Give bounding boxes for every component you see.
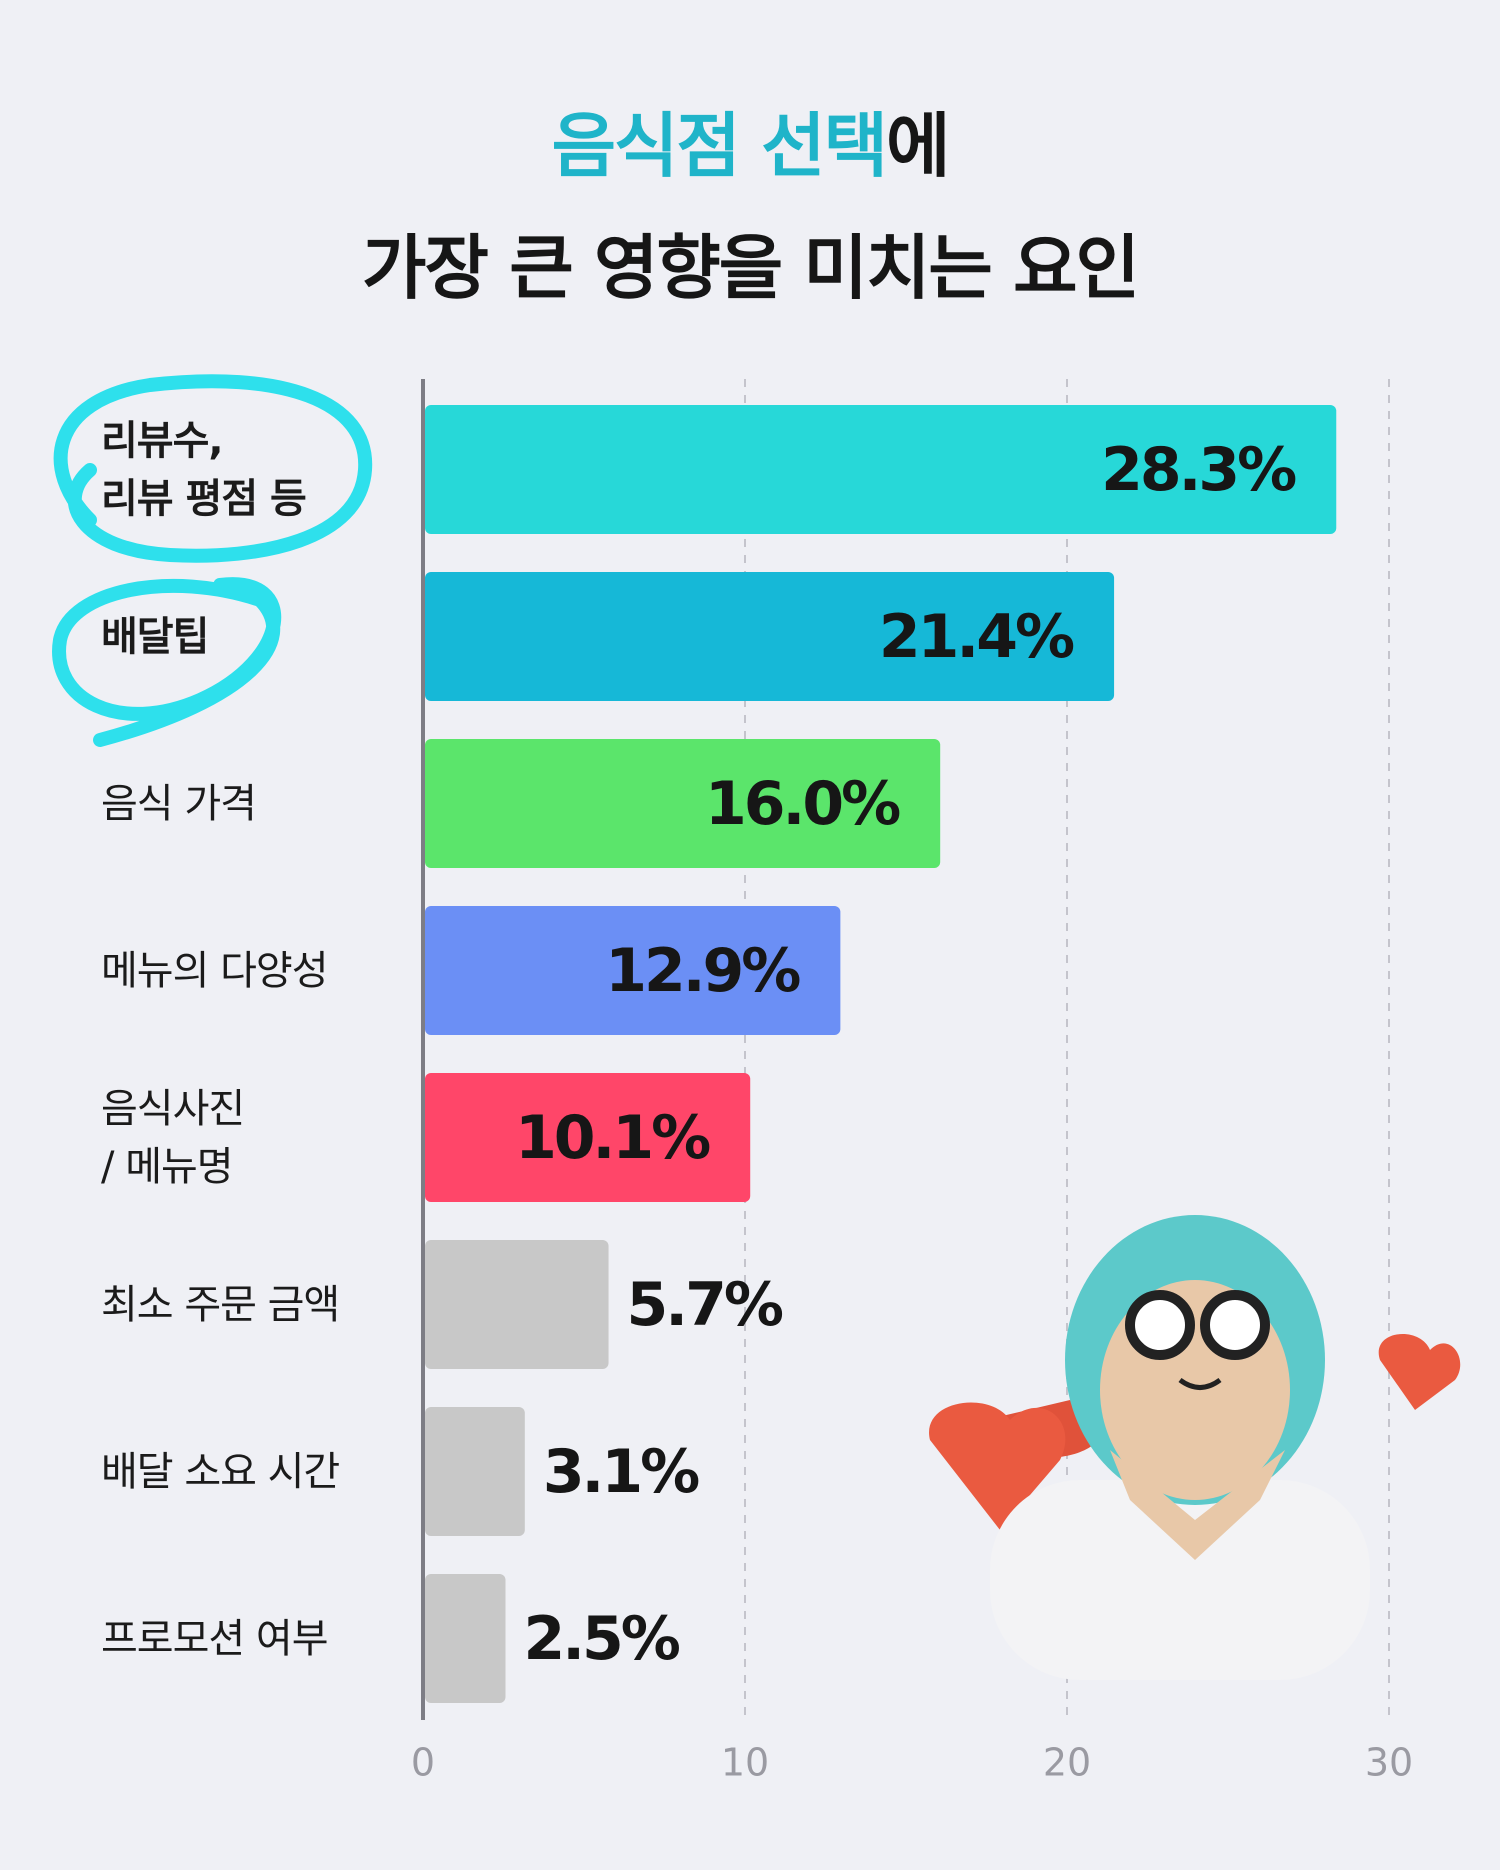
heart: [929, 1402, 1066, 1530]
value-label: 2.5%: [524, 1604, 680, 1674]
x-tick-label: 10: [721, 1741, 769, 1785]
bar: [425, 739, 941, 868]
illustration: [929, 1215, 1461, 1680]
highlight-marks: [52, 374, 373, 747]
bar: [425, 572, 1115, 701]
bar: [425, 1073, 751, 1202]
value-label: 3.1%: [543, 1437, 699, 1507]
circle-mark: [52, 577, 282, 747]
bar: [425, 906, 841, 1035]
value-label: 21.4%: [879, 602, 1074, 672]
x-tick-label: 20: [1043, 1741, 1091, 1785]
category-label: 메뉴의 다양성: [101, 947, 329, 994]
heart: [1378, 1333, 1461, 1410]
value-label: 16.0%: [705, 769, 900, 839]
circle-mark: [53, 374, 373, 563]
bar: [425, 1407, 525, 1536]
value-label: 10.1%: [515, 1103, 710, 1173]
x-tick-label: 30: [1365, 1741, 1413, 1785]
title-line2: 가장 큰 영향을 미치는 요인: [362, 227, 1140, 309]
title-rest: 에: [885, 105, 950, 187]
value-label: 28.3%: [1101, 435, 1296, 505]
value-label: 12.9%: [605, 936, 800, 1006]
title-highlight: 음식점 선택: [551, 105, 888, 187]
bar: [425, 1240, 609, 1369]
category-label: 리뷰수, 리뷰 평점 등: [101, 417, 307, 522]
category-label: 음식 가격: [101, 780, 257, 827]
category-label: 프로모션 여부: [101, 1615, 329, 1662]
category-label: 음식사진 / 메뉴명: [101, 1085, 245, 1190]
x-tick-label: 0: [411, 1741, 435, 1785]
value-label: 5.7%: [627, 1270, 783, 1340]
bar: [425, 1574, 506, 1703]
category-label: 배달 소요 시간: [101, 1448, 340, 1495]
category-label: 배달팁: [101, 613, 209, 660]
category-label: 최소 주문 금액: [101, 1281, 340, 1328]
bar: [425, 405, 1337, 534]
